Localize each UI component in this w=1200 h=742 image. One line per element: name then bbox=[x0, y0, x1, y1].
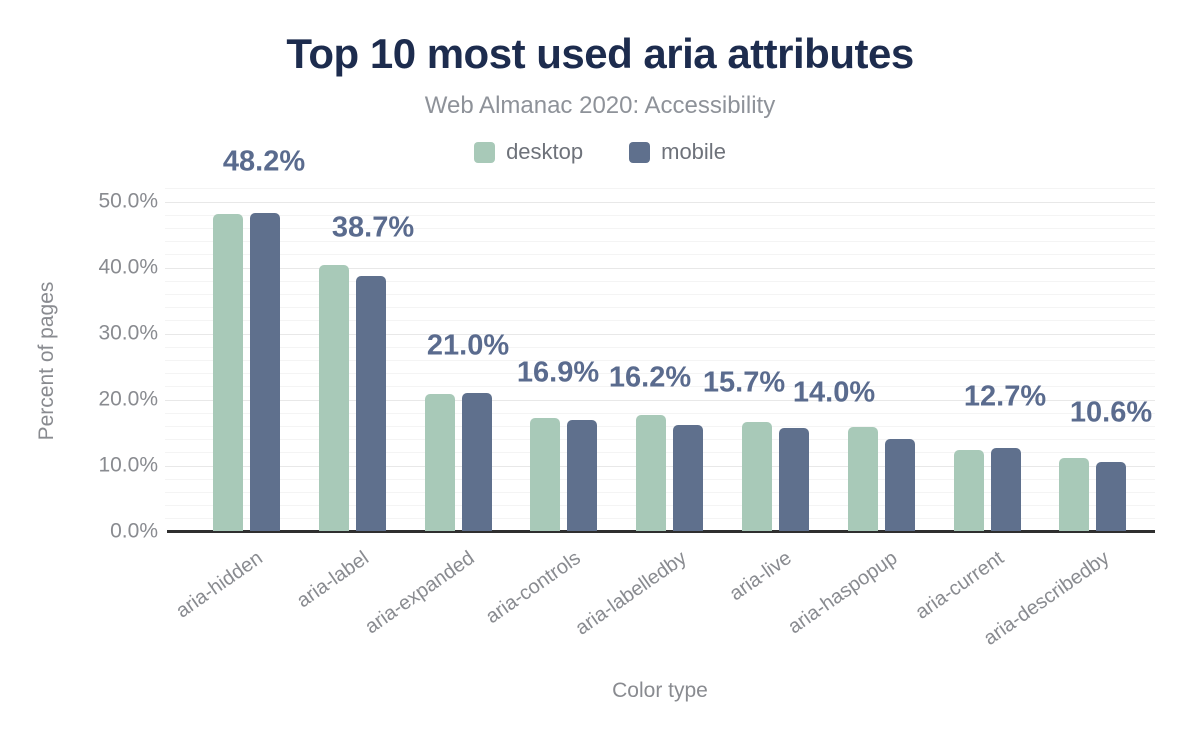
data-label: 48.2% bbox=[222, 145, 306, 178]
bar-desktop-aria-labelledby bbox=[636, 415, 667, 532]
y-tick-label: 0.0% bbox=[110, 519, 158, 543]
y-axis-title: Percent of pages bbox=[35, 281, 58, 441]
x-tick-label: aria-labelledby bbox=[571, 547, 691, 640]
bar-desktop-aria-haspopup bbox=[847, 426, 878, 532]
legend-label-desktop: desktop bbox=[506, 139, 584, 164]
gridline-minor bbox=[165, 293, 1155, 295]
y-tick-label: 40.0% bbox=[98, 255, 158, 279]
gridline-major bbox=[165, 201, 1155, 203]
gridline-minor bbox=[165, 280, 1155, 282]
y-tick-label: 20.0% bbox=[98, 387, 158, 411]
bar-desktop-aria-expanded bbox=[424, 393, 455, 532]
bar-desktop-aria-live bbox=[742, 421, 772, 532]
x-tick-label: aria-label bbox=[292, 547, 373, 613]
legend-item-mobile: mobile bbox=[629, 139, 726, 165]
bar-desktop-aria-controls bbox=[530, 417, 561, 532]
bar-desktop-aria-label bbox=[318, 264, 349, 532]
gridline-minor bbox=[165, 320, 1155, 322]
gridline-major bbox=[165, 333, 1155, 335]
x-tick-label: aria-current bbox=[911, 547, 1008, 624]
gridline-minor bbox=[165, 359, 1155, 361]
gridline-minor bbox=[165, 346, 1155, 348]
legend: desktop mobile bbox=[0, 139, 1200, 165]
bar-mobile-aria-haspopup bbox=[884, 439, 915, 532]
gridline-minor bbox=[165, 412, 1155, 414]
bar-mobile-aria-hidden bbox=[250, 213, 280, 532]
x-tick-label: aria-live bbox=[726, 547, 797, 606]
x-tick-label: aria-haspopup bbox=[784, 547, 902, 639]
legend-item-desktop: desktop bbox=[474, 139, 583, 165]
x-tick-label: aria-expanded bbox=[361, 547, 479, 639]
bar-desktop-aria-hidden bbox=[213, 214, 243, 532]
y-tick-label: 10.0% bbox=[98, 453, 158, 477]
bar-mobile-aria-live bbox=[779, 427, 809, 532]
gridline-minor bbox=[165, 307, 1155, 309]
gridline-minor bbox=[165, 386, 1155, 388]
chart-subtitle: Web Almanac 2020: Accessibility bbox=[424, 92, 776, 119]
chart-title: Top 10 most used aria attributes bbox=[286, 30, 914, 77]
data-label: 12.7% bbox=[963, 380, 1047, 413]
gridline-minor bbox=[165, 214, 1155, 216]
legend-label-mobile: mobile bbox=[661, 139, 726, 164]
bar-mobile-aria-controls bbox=[567, 419, 598, 532]
x-tick-label: aria-controls bbox=[481, 547, 585, 629]
bar-mobile-aria-current bbox=[990, 447, 1021, 532]
bar-mobile-aria-label bbox=[355, 276, 386, 532]
data-label: 14.0% bbox=[792, 376, 876, 409]
data-label: 15.7% bbox=[702, 366, 786, 399]
data-label: 16.2% bbox=[608, 361, 692, 394]
x-tick-label: aria-hidden bbox=[172, 547, 268, 623]
gridline-minor bbox=[165, 188, 1155, 190]
bar-mobile-aria-labelledby bbox=[673, 424, 704, 532]
data-label: 10.6% bbox=[1069, 396, 1153, 429]
data-label: 16.9% bbox=[516, 356, 600, 389]
gridline-major bbox=[165, 267, 1155, 269]
legend-swatch-mobile bbox=[629, 141, 651, 163]
data-label: 21.0% bbox=[426, 329, 510, 362]
x-axis-line bbox=[167, 530, 1155, 533]
bar-mobile-aria-expanded bbox=[461, 392, 492, 532]
gridline-minor bbox=[165, 241, 1155, 243]
gridline-minor bbox=[165, 227, 1155, 229]
gridline-major bbox=[165, 399, 1155, 401]
bar-desktop-aria-describedby bbox=[1059, 457, 1090, 532]
gridline-minor bbox=[165, 254, 1155, 256]
bar-mobile-aria-describedby bbox=[1096, 461, 1127, 532]
bar-desktop-aria-current bbox=[953, 449, 984, 532]
y-tick-label: 30.0% bbox=[98, 321, 158, 345]
gridline-minor bbox=[165, 373, 1155, 375]
y-tick-label: 50.0% bbox=[98, 189, 158, 213]
legend-swatch-desktop bbox=[474, 141, 496, 163]
x-axis-title: Color type bbox=[612, 679, 708, 702]
data-label: 38.7% bbox=[331, 211, 415, 244]
